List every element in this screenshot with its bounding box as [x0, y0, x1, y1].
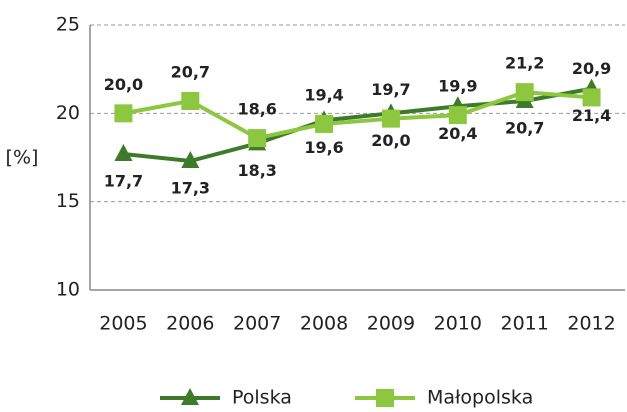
x-tick-label: 2012 — [567, 313, 615, 335]
data-label: 21,2 — [505, 54, 544, 73]
legend-marker — [181, 388, 199, 405]
data-point — [515, 83, 534, 102]
data-label: 21,4 — [572, 106, 611, 125]
series-line — [123, 90, 592, 141]
data-point — [582, 88, 601, 107]
data-point — [181, 151, 200, 169]
y-tick-label: 10 — [56, 279, 80, 301]
x-tick-label: 2007 — [233, 313, 281, 335]
data-label: 18,6 — [237, 100, 276, 119]
data-point — [315, 114, 334, 133]
legend-label: Małopolska — [427, 387, 533, 409]
data-point — [181, 91, 200, 110]
data-label: 17,3 — [171, 179, 210, 198]
y-axis-label: [%] — [6, 147, 39, 169]
x-tick-label: 2009 — [367, 313, 415, 335]
x-tick-label: 2006 — [166, 313, 214, 335]
series-line — [123, 86, 592, 164]
x-tick-label: 2005 — [99, 313, 147, 335]
x-tick-label: 2010 — [434, 313, 482, 335]
data-label: 18,3 — [237, 161, 276, 180]
data-point — [248, 129, 267, 148]
data-label: 17,7 — [104, 171, 143, 190]
data-label: 20,0 — [104, 75, 143, 94]
data-point — [114, 104, 133, 123]
data-label: 20,7 — [505, 118, 544, 137]
data-label: 19,7 — [371, 80, 410, 99]
data-label: 19,6 — [304, 138, 343, 157]
y-tick-label: 15 — [56, 190, 80, 212]
y-tick-label: 20 — [56, 102, 80, 124]
data-label: 19,4 — [304, 85, 343, 104]
data-label: 20,7 — [171, 62, 210, 81]
data-label: 20,0 — [371, 131, 410, 150]
data-point — [381, 109, 400, 128]
y-tick-label: 25 — [56, 14, 80, 36]
legend-marker — [376, 389, 394, 407]
legend-label: Polska — [232, 387, 292, 409]
data-label: 20,4 — [438, 124, 477, 143]
x-tick-label: 2011 — [501, 313, 549, 335]
x-tick-label: 2008 — [300, 313, 348, 335]
data-point — [448, 106, 467, 125]
data-label: 20,9 — [572, 59, 611, 78]
data-point — [114, 143, 133, 161]
data-label: 19,9 — [438, 77, 477, 96]
